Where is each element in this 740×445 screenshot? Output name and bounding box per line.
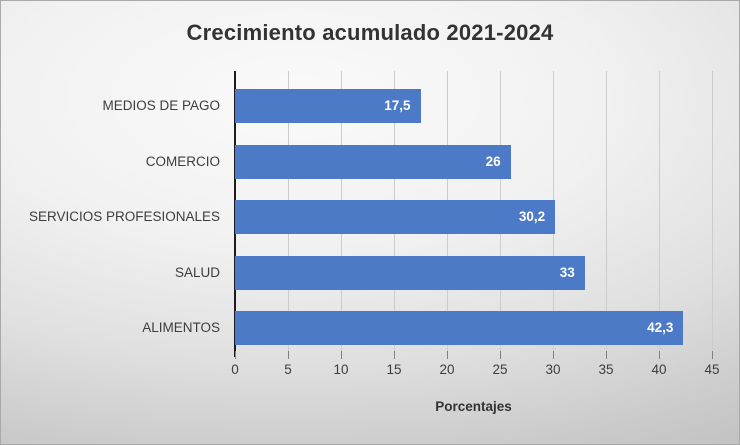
x-tick-label: 10 <box>333 362 349 377</box>
category-axis-labels: MEDIOS DE PAGO COMERCIO SERVICIOS PROFESIO… <box>1 71 227 351</box>
gridline <box>712 71 713 351</box>
bar: 33 <box>235 255 585 290</box>
bar-value-label: 26 <box>485 153 501 169</box>
x-axis-tick <box>235 351 236 359</box>
x-axis-tick <box>447 351 448 359</box>
gridline <box>606 71 607 351</box>
category-label: SERVICIOS PROFESIONALES <box>28 209 220 224</box>
x-tick-label: 40 <box>651 362 667 377</box>
bar: 26 <box>235 144 511 179</box>
x-axis-tick <box>712 351 713 359</box>
x-tick-label: 25 <box>492 362 508 377</box>
x-axis-tick <box>659 351 660 359</box>
x-tick-label: 45 <box>704 362 720 377</box>
chart-title: Crecimiento acumulado 2021-2024 <box>186 20 554 45</box>
bar-value-label: 30,2 <box>518 209 546 224</box>
gridline <box>659 71 660 351</box>
x-axis-tick <box>394 351 395 359</box>
x-tick-label: 35 <box>598 362 614 377</box>
bar-value-label: 17,5 <box>384 98 411 113</box>
x-tick-label: 20 <box>439 362 455 377</box>
x-tick-label: 30 <box>545 362 561 377</box>
category-label: SALUD <box>174 264 220 280</box>
bar-value-label: 33 <box>559 264 575 280</box>
category-label: ALIMENTOS <box>142 320 220 335</box>
x-tick-label: 5 <box>284 362 292 377</box>
x-axis-tick <box>553 351 554 359</box>
category-label: COMERCIO <box>145 153 220 169</box>
category-label: MEDIOS DE PAGO <box>102 98 220 113</box>
x-axis-title: Porcentajes <box>435 399 512 414</box>
bar: 17,5 <box>235 89 421 123</box>
x-axis-tick <box>500 351 501 359</box>
bar: 30,2 <box>235 200 556 234</box>
bar-value-label: 42,3 <box>647 320 674 335</box>
bar: 42,3 <box>235 311 684 345</box>
x-tick-label: 0 <box>231 362 239 377</box>
x-tick-label: 15 <box>386 362 402 377</box>
x-axis-tick <box>288 351 289 359</box>
x-axis-tick <box>341 351 342 359</box>
plot-area: 0 5 10 15 20 25 30 35 40 45 17,5 26 30,2 33 42,3 <box>231 71 720 377</box>
x-axis-tick <box>606 351 607 359</box>
